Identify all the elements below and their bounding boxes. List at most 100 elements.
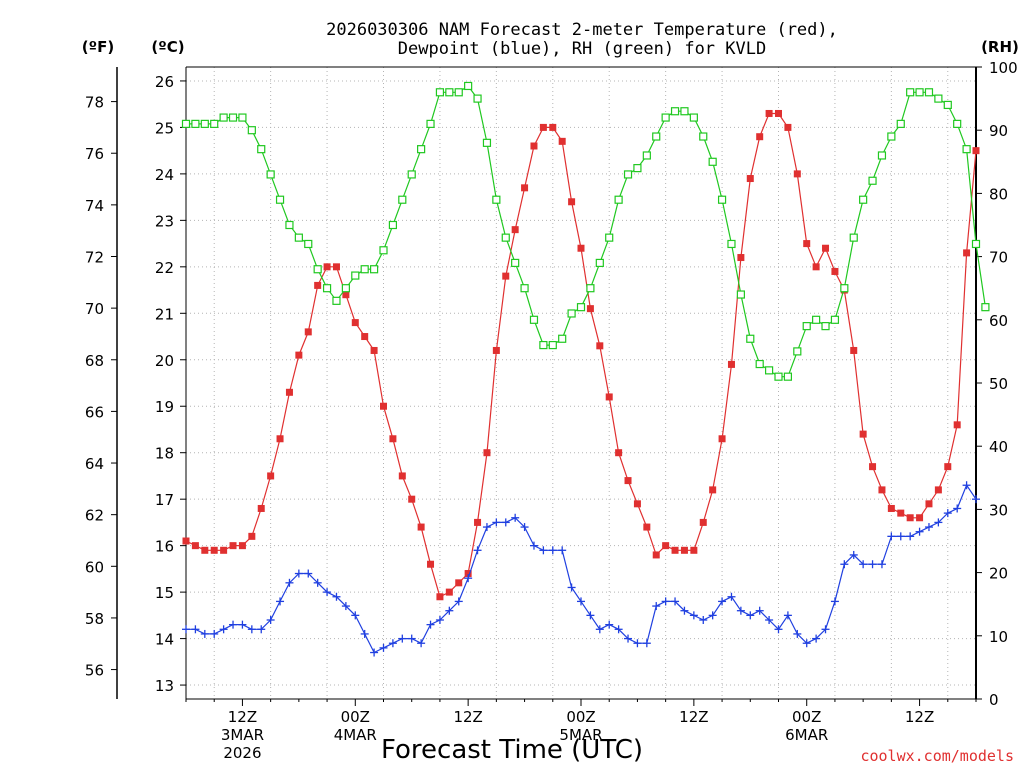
- temperature-point: [605, 393, 613, 401]
- celsius-tick-label: 19: [155, 398, 174, 416]
- rh-point: [605, 233, 614, 242]
- dewpoint-point: [370, 648, 379, 657]
- rh-point: [934, 94, 943, 103]
- rh-point: [548, 340, 557, 350]
- temperature-point: [530, 142, 538, 150]
- rh-point: [181, 119, 191, 128]
- dewpoint-point: [539, 546, 548, 555]
- rh-point: [802, 322, 811, 331]
- rh-point: [661, 113, 670, 122]
- rh-point: [906, 88, 915, 97]
- rh-point: [633, 164, 642, 173]
- temperature-point: [502, 272, 510, 280]
- rh-point: [210, 119, 219, 128]
- x-axis-title: Forecast Time (UTC): [381, 735, 643, 765]
- celsius-tick-label: 26: [155, 73, 174, 91]
- dewpoint-point: [765, 616, 774, 624]
- dewpoint-point: [577, 597, 585, 606]
- dewpoint-point: [633, 639, 642, 648]
- temperature-point: [793, 170, 801, 178]
- temperature-point: [521, 184, 529, 192]
- rh-point: [943, 100, 952, 110]
- rh-point: [717, 195, 727, 204]
- rh-point: [746, 334, 755, 343]
- rh-point: [257, 145, 266, 154]
- dewpoint-point: [210, 629, 219, 638]
- rh-point: [689, 113, 698, 122]
- rh-point: [473, 94, 482, 103]
- temperature-point: [718, 435, 726, 443]
- fahrenheit-tick-label: 62: [85, 507, 104, 525]
- temperature-point: [746, 175, 754, 183]
- dewpoint-point: [182, 625, 190, 634]
- dewpoint-point: [859, 560, 868, 569]
- temperature-point: [342, 291, 350, 299]
- temperature-point: [248, 532, 256, 540]
- rh-point: [482, 138, 492, 147]
- dewpoint-point: [388, 639, 397, 648]
- temperature-point: [963, 249, 971, 257]
- temperature-point: [624, 477, 632, 485]
- temperature-point: [643, 523, 651, 531]
- x-tick-label: 00Z: [341, 708, 370, 726]
- rh-point: [652, 132, 661, 141]
- temperature-point: [314, 281, 322, 289]
- rh-point: [501, 233, 510, 242]
- dewpoint-point: [454, 597, 463, 606]
- dewpoint-point: [783, 611, 792, 620]
- x-tick-label: 12Z: [905, 708, 934, 726]
- fahrenheit-tick-label: 58: [85, 610, 104, 628]
- rh-tick-label: 20: [989, 565, 1008, 583]
- rh-point: [877, 151, 887, 160]
- rh-point: [219, 113, 228, 122]
- celsius-tick-label: 18: [155, 445, 174, 463]
- celsius-tick-label: 21: [155, 305, 174, 323]
- temperature-point: [633, 500, 641, 508]
- dewpoint-point: [812, 634, 821, 643]
- temperature-point: [887, 504, 895, 512]
- rh-point: [341, 284, 350, 293]
- x-tick-label: 2026: [223, 744, 261, 762]
- fahrenheit-tick-label: 70: [85, 300, 104, 318]
- dewpoint-point: [821, 625, 830, 634]
- grid-layer: [186, 67, 976, 699]
- dewpoint-point: [304, 569, 313, 578]
- celsius-tick-label: 25: [155, 119, 174, 137]
- dewpoint-point: [520, 523, 529, 532]
- rh-point: [576, 303, 586, 312]
- rh-point: [247, 126, 256, 135]
- rh-point: [830, 315, 840, 324]
- rh-point: [266, 170, 275, 179]
- celsius-tick-label: 15: [155, 584, 174, 602]
- dewpoint-point: [548, 546, 557, 555]
- dewpoint-point: [191, 625, 200, 634]
- temperature-point: [662, 542, 670, 550]
- series-layer: [181, 81, 990, 657]
- rh-point: [529, 315, 539, 324]
- rh-point: [332, 296, 341, 305]
- rh-point: [360, 265, 369, 274]
- fahrenheit-tick-label: 68: [85, 352, 104, 370]
- temperature-point: [304, 328, 312, 336]
- dewpoint-point: [624, 634, 633, 643]
- temperature-point: [380, 402, 387, 410]
- temperature-point: [850, 346, 858, 354]
- temperature-point: [775, 109, 782, 117]
- celsius-tick-label: 13: [155, 677, 174, 695]
- x-tick-label: 00Z: [792, 708, 821, 726]
- x-tick-label: 12Z: [679, 708, 708, 726]
- dewpoint-point: [426, 620, 435, 629]
- dewpoint-point: [435, 616, 444, 624]
- dewpoint-point: [680, 606, 689, 615]
- dewpoint-point: [398, 634, 407, 643]
- dewpoint-point: [642, 639, 651, 648]
- rh-point: [586, 284, 595, 293]
- axis-layer: 13 14 15 16 17 18 19 20 21 22 23 24 25 26 56 58 60 62 64 66…: [85, 59, 1018, 762]
- dewpoint-point: [501, 518, 510, 527]
- temperature-point: [878, 486, 886, 494]
- rh-point: [736, 290, 745, 299]
- chart-title-line1: 2026030306 NAM Forecast 2-meter Temperat…: [326, 20, 838, 40]
- dewpoint-point: [934, 518, 943, 527]
- x-tick-label: 12Z: [228, 708, 257, 726]
- temperature-point: [445, 588, 453, 596]
